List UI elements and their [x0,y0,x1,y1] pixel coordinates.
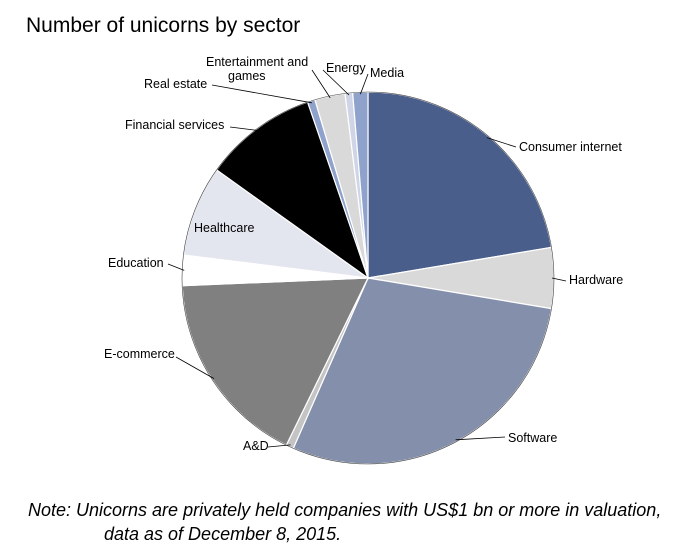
leader-line-consumer-internet [486,137,517,148]
pie-chart: Consumer internet Hardware Software A&D E-co… [104,55,623,465]
footnote-line-2: data as of December 8, 2015. [104,524,342,544]
leader-line-software [455,436,506,441]
slice-label-financial-services: Financial services [125,118,224,132]
slice-label-energy: Energy [326,61,366,75]
leader-line-hardware [551,277,567,282]
leader-line-real-estate [211,84,312,104]
leader-line-a-d [267,444,291,448]
slice-label-hardware: Hardware [569,273,623,287]
slice-label-education: Education [108,256,164,270]
leader-line-e-commerce [175,356,215,379]
slice-label-media: Media [370,66,404,80]
leader-line-entertainment-and-games [311,69,331,99]
leader-line-media [360,73,369,95]
leader-line-energy [322,69,350,96]
leader-line-education [167,263,185,271]
footnote: Note: Unicorns are privately held compan… [28,498,661,546]
slice-label-software: Software [508,431,557,445]
chart-title: Number of unicorns by sector [26,14,301,37]
slice-label-entertainment-and-games: Entertainment and games [206,55,308,83]
slice-label-real-estate: Real estate [144,77,207,91]
footnote-line-1: Note: Unicorns are privately held compan… [28,500,662,520]
slice-label-healthcare: Healthcare [194,221,254,235]
pie-outline [181,91,555,465]
leader-line-financial-services [229,126,259,131]
pie-slice-consumer-internet [367,91,553,279]
slice-label-a-d: A&D [243,439,269,453]
slice-label-consumer-internet: Consumer internet [519,140,622,154]
slice-label-e-commerce: E-commerce [104,347,175,361]
